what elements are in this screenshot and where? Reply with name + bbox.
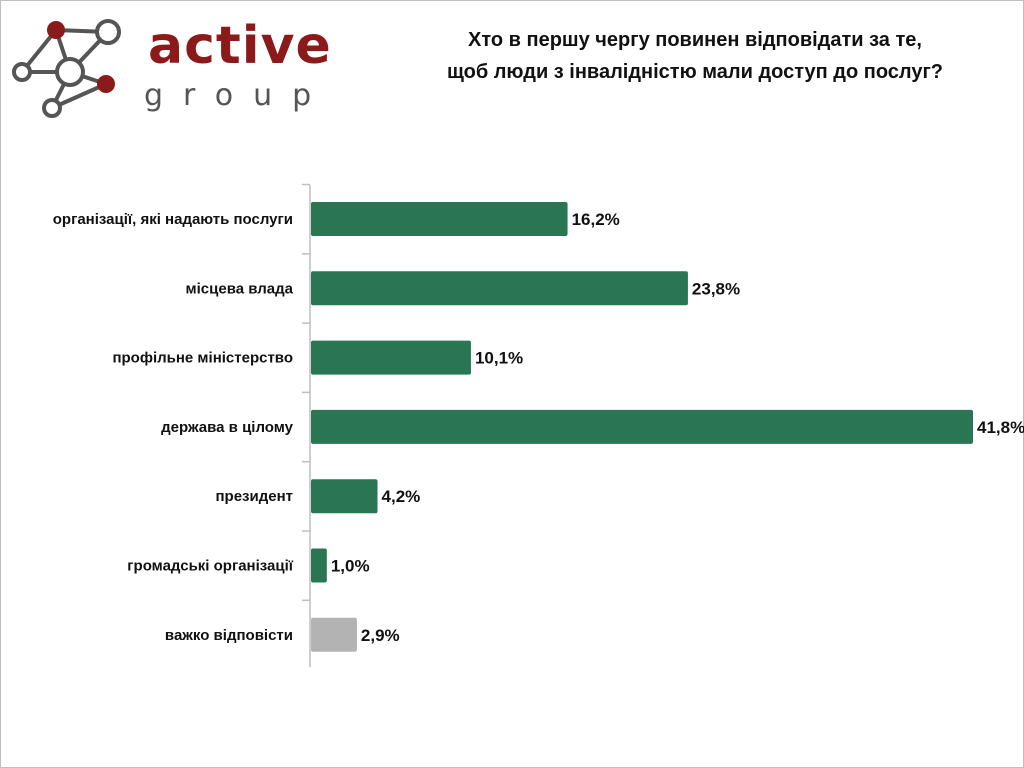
chart-title: Хто в першу чергу повинен відповідати за… — [360, 24, 1024, 88]
network-logo-icon — [12, 19, 121, 118]
logo-subtitle: group — [144, 78, 332, 113]
value-label: 10,1% — [475, 349, 523, 368]
category-label: президент — [215, 488, 293, 505]
active-group-logo: active group — [8, 10, 338, 120]
value-label: 4,2% — [382, 487, 421, 506]
bar — [311, 409, 973, 444]
category-label: важко відповісти — [165, 627, 293, 644]
value-label: 1,0% — [331, 557, 370, 576]
bar — [311, 271, 688, 306]
category-label: профільне міністерство — [112, 350, 293, 367]
category-label: громадські організації — [127, 558, 293, 575]
chart-title-line-1: Хто в першу чергу повинен відповідати за… — [468, 29, 922, 51]
category-label: держава в цілому — [161, 419, 293, 436]
bar — [311, 340, 471, 375]
value-label: 41,8% — [977, 418, 1024, 437]
logo-wordmark: active — [148, 16, 332, 76]
bar — [311, 548, 327, 583]
value-label: 2,9% — [361, 626, 400, 645]
bar — [311, 202, 568, 236]
category-label: місцева влада — [186, 280, 294, 297]
category-label: організації, які надають послуги — [53, 211, 293, 228]
bar — [311, 479, 378, 514]
chart-title-line-2: щоб люди з інвалідністю мали доступ до п… — [446, 61, 943, 83]
value-label: 23,8% — [692, 279, 740, 298]
bar — [311, 617, 357, 652]
value-label: 16,2% — [572, 210, 620, 229]
